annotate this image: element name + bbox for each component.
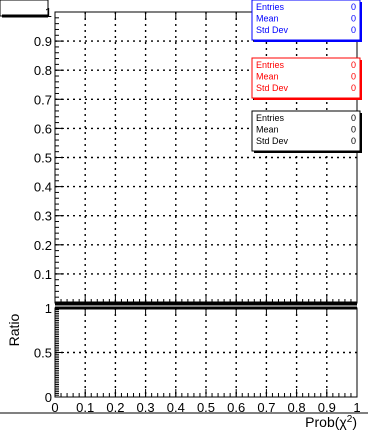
stat-label: Std Dev [256, 83, 289, 93]
lower-x-tick-label: 0.4 [167, 400, 185, 415]
stat-value: 0 [351, 136, 356, 146]
upper-panel: 0.1 0.2 0.3 0.4 0.5 0.6 0.7 0.8 0.9 1 [34, 5, 358, 310]
upper-y-tick-label: 0.7 [34, 92, 52, 107]
stat-label: Entries [256, 113, 285, 123]
x-axis-title: Prob(χ2) [305, 414, 357, 430]
lower-x-tick-label: 0 [51, 400, 58, 415]
stat-label: Std Dev [256, 136, 289, 146]
lower-x-tick-label: 0.1 [76, 400, 94, 415]
lower-panel: 0 0.1 0.2 0.3 0.4 0.5 0.6 0.7 0.8 0.9 1 0 0.5 1 [0, 301, 368, 415]
stat-value: 0 [351, 2, 356, 12]
lower-x-tick-label: 0.7 [257, 400, 275, 415]
stat-value: 0 [351, 72, 356, 82]
lower-x-tick-label: 0.8 [288, 400, 306, 415]
lower-x-tick-label: 1 [353, 400, 360, 415]
lower-x-tick-label: 0.5 [197, 400, 215, 415]
lower-x-tick-label: 0.9 [318, 400, 336, 415]
y-axis-title: Ratio [6, 313, 22, 346]
upper-y-tick-label: 0.1 [34, 267, 52, 282]
stat-value: 0 [351, 14, 356, 24]
stat-label: Std Dev [256, 25, 289, 35]
stat-label: Mean [256, 72, 279, 82]
stat-box-1 [251, 57, 361, 99]
stat-label: Entries [256, 60, 285, 70]
stat-value: 0 [351, 83, 356, 93]
x-axis-title-main: Prob(χ [305, 414, 347, 430]
upper-y-tick-label: 0.3 [34, 209, 52, 224]
stat-value: 0 [351, 113, 356, 123]
lower-y-tick-label: 0 [45, 390, 52, 405]
x-axis-title-tail: ) [352, 414, 357, 430]
stat-value: 0 [351, 25, 356, 35]
upper-y-tick-label: 0.2 [34, 238, 52, 253]
lower-y-tick-label: 0.5 [34, 346, 52, 361]
stat-value: 0 [351, 60, 356, 70]
stat-box-2 [251, 110, 361, 152]
stat-value: 0 [351, 125, 356, 135]
stat-label: Entries [256, 2, 285, 12]
upper-y-tick-label: 0.9 [34, 34, 52, 49]
lower-x-tick-label: 0.3 [137, 400, 155, 415]
upper-y-tick-label: 1 [45, 5, 52, 20]
title-box [0, 0, 49, 17]
stat-boxes: Entries 0 Mean 0 Std Dev 0 Entries 0 Mean 0 Std De… [251, 0, 362, 153]
lower-x-tick-label: 0.2 [106, 400, 124, 415]
upper-y-tick-label: 0.6 [34, 121, 52, 136]
stat-label: Mean [256, 14, 279, 24]
upper-y-tick-label: 0.4 [34, 180, 52, 195]
lower-y-tick-label: 1 [45, 301, 52, 316]
lower-x-tick-label: 0.6 [227, 400, 245, 415]
upper-y-tick-label: 0.8 [34, 63, 52, 78]
upper-y-tick-label: 0.5 [34, 151, 52, 166]
x-axis-title-sup: 2 [347, 414, 353, 425]
stat-label: Mean [256, 125, 279, 135]
